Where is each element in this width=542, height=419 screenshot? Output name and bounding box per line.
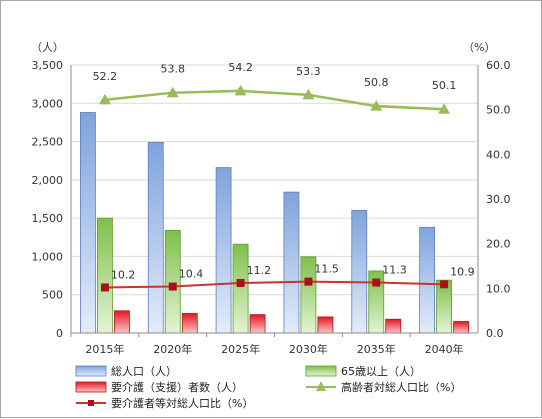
legend-label: 高齢者対総人口比（%） bbox=[341, 380, 461, 394]
bar-care-recipients bbox=[114, 310, 130, 334]
bar-total-population bbox=[351, 210, 368, 334]
bar-care-recipients bbox=[453, 321, 469, 334]
legend: 総人口（人） 65歳以上（人） 要介護（支援）者数（人） 高齢者対総人口比（%） 要介護… bbox=[75, 364, 461, 410]
marker-elderly-ratio bbox=[370, 100, 383, 111]
legend-label: 総人口（人） bbox=[111, 364, 177, 378]
x-tick-label: 2030年 bbox=[289, 342, 328, 356]
bar-age-65-plus bbox=[164, 229, 181, 334]
x-tick-label: 2020年 bbox=[153, 342, 192, 356]
legend-label: 要介護（支援）者数（人） bbox=[111, 380, 243, 394]
marker-elderly-ratio bbox=[438, 103, 451, 114]
data-label-care-ratio: 11.2 bbox=[247, 264, 271, 277]
legend-swatch-elderly-ratio bbox=[306, 381, 336, 391]
data-label-care-ratio: 11.3 bbox=[382, 264, 407, 277]
data-label-elderly-ratio: 50.8 bbox=[364, 76, 389, 89]
marker-care-ratio bbox=[440, 280, 449, 289]
data-label-elderly-ratio: 52.2 bbox=[93, 70, 118, 83]
data-label-care-ratio: 10.2 bbox=[111, 268, 135, 281]
marker-elderly-ratio bbox=[302, 88, 315, 100]
bar-care-recipients bbox=[385, 318, 402, 334]
data-label-care-ratio: 10.9 bbox=[450, 265, 475, 278]
y-left-tick-label: 1,000 bbox=[32, 250, 64, 263]
y-left-tick-label: 3,500 bbox=[32, 59, 64, 72]
legend-label: 65歳以上（人） bbox=[341, 365, 421, 378]
y-left-tick-label: 0 bbox=[56, 327, 63, 340]
grid-lines bbox=[71, 64, 478, 334]
y-left-tick-label: 2,500 bbox=[32, 136, 64, 149]
bar-care-recipients bbox=[249, 314, 266, 334]
bar-care-recipients bbox=[317, 316, 334, 334]
data-label-elderly-ratio: 50.1 bbox=[432, 79, 457, 92]
legend-swatch-total-population bbox=[75, 365, 107, 377]
bar-total-population bbox=[283, 191, 300, 334]
y-left-tick-label: 1,500 bbox=[32, 212, 64, 225]
x-tick-label: 2035年 bbox=[357, 342, 396, 356]
y-left-tick-label: 3,000 bbox=[32, 97, 64, 110]
bar-total-population bbox=[80, 112, 96, 334]
marker-care-ratio bbox=[100, 283, 109, 292]
bar-total-population bbox=[215, 167, 232, 334]
marker-care-ratio bbox=[168, 282, 177, 291]
y-left-tick-label: 500 bbox=[42, 289, 63, 302]
y-left-tick-label: 2,000 bbox=[32, 174, 64, 187]
y-left-unit: （人） bbox=[31, 41, 64, 54]
bar-age-65-plus bbox=[232, 243, 249, 334]
y-right-tick-label: 10.0 bbox=[486, 282, 511, 295]
legend-swatch-care-recipients bbox=[75, 381, 107, 393]
data-label-care-ratio: 11.5 bbox=[314, 263, 339, 276]
marker-care-ratio bbox=[236, 278, 245, 287]
legend-label: 要介護者等対総人口比（%） bbox=[111, 396, 253, 410]
bar-layer bbox=[80, 112, 469, 334]
marker-care-ratio bbox=[304, 277, 313, 286]
marker-elderly-ratio bbox=[234, 84, 247, 96]
y-right-tick-label: 60.0 bbox=[486, 59, 511, 72]
data-label-elderly-ratio: 54.2 bbox=[228, 61, 253, 74]
bar-total-population bbox=[419, 226, 435, 334]
data-label-elderly-ratio: 53.3 bbox=[296, 65, 321, 78]
y-right-tick-label: 20.0 bbox=[486, 238, 511, 251]
line-layer: 52.2 53.8 54.2 53.3 50.8 50.1 10.2 10.4 11.2 11.5… bbox=[93, 61, 475, 292]
axes-layer: 0 500 1,000 1,500 2,000 2,500 3,000 3,500 0.0 10.… bbox=[32, 59, 511, 356]
legend-swatch-care-ratio bbox=[76, 400, 106, 406]
bar-care-recipients bbox=[181, 313, 198, 334]
data-label-care-ratio: 10.4 bbox=[179, 268, 204, 281]
marker-care-ratio bbox=[372, 278, 381, 287]
data-label-elderly-ratio: 53.8 bbox=[161, 63, 186, 76]
x-tick-label: 2025年 bbox=[221, 342, 260, 356]
legend-swatch-age-65-plus bbox=[305, 365, 337, 377]
line-care-ratio bbox=[104, 280, 445, 289]
y-right-tick-label: 40.0 bbox=[486, 148, 511, 161]
y-right-tick-label: 50.0 bbox=[486, 104, 511, 117]
marker-elderly-ratio bbox=[166, 86, 179, 98]
y-right-unit: （%） bbox=[463, 41, 495, 54]
marker-elderly-ratio bbox=[98, 93, 111, 105]
bar-total-population bbox=[147, 141, 164, 334]
x-tick-label: 2015年 bbox=[85, 342, 124, 356]
y-right-tick-label: 30.0 bbox=[486, 193, 511, 206]
y-right-tick-label: 0.0 bbox=[486, 327, 504, 340]
x-tick-label: 2040年 bbox=[425, 342, 464, 356]
line-elderly-ratio bbox=[104, 89, 445, 111]
